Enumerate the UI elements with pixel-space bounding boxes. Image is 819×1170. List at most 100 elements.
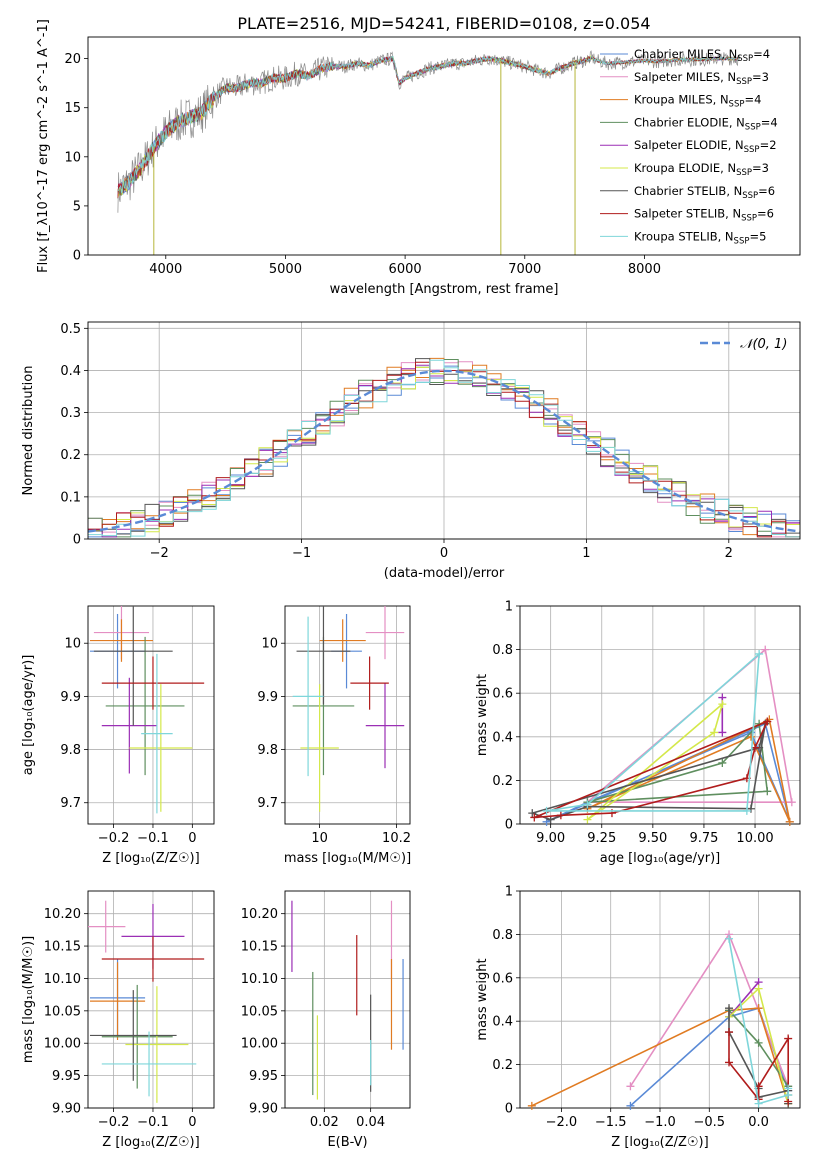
weight-marker-chabrier-elodie <box>763 787 772 796</box>
legend-tail: =4 <box>744 93 761 107</box>
legend-subscript: SSP <box>736 168 752 178</box>
y-tick-label: 10 <box>261 637 278 652</box>
x-tick-label: 0 <box>188 1115 196 1130</box>
histogram-kroupa-stelib <box>88 359 800 538</box>
x-tick-label: 9.25 <box>587 831 616 846</box>
y-tick-label: 1 <box>505 885 513 900</box>
weight-marker-chabrier-stelib <box>546 815 555 824</box>
x-tick-label: 10.00 <box>736 831 773 846</box>
x-tick-label: −0.1 <box>137 831 169 846</box>
axes-frame <box>519 890 801 1109</box>
weight-marker-salpeter-elodie <box>718 728 727 737</box>
y-tick-label: 0.1 <box>60 490 81 505</box>
weight-marker-kroupa-elodie <box>718 700 727 709</box>
errorbars <box>88 900 205 1103</box>
y-tick-label: 0.5 <box>60 322 81 337</box>
x-tick-label: 5000 <box>269 262 302 277</box>
x-tick-label: 7000 <box>508 262 541 277</box>
x-axis-label: Z [log₁₀(Z/Z☉)] <box>102 851 199 866</box>
y-tick-label: 10.15 <box>241 940 278 955</box>
weight-line-salpeter-stelib <box>728 1032 789 1102</box>
y-tick-label: 0 <box>73 533 81 548</box>
weight-marker-kroupa-stelib <box>583 800 592 809</box>
legend-tail: =3 <box>752 70 769 84</box>
y-tick-label: 15 <box>64 101 81 116</box>
y-tick-label: 0.8 <box>492 643 513 658</box>
weight-marker-salpeter-stelib <box>725 1058 734 1067</box>
weight-marker-kroupa-elodie <box>754 984 763 993</box>
y-tick-label: 5 <box>73 199 81 214</box>
x-tick-label: 2 <box>725 546 733 561</box>
legend-tail: =6 <box>758 184 775 198</box>
legend-subscript: SSP <box>741 214 757 224</box>
spectrum-legend: Chabrier MILES, NSSP=4 Salpeter MILES, NS… <box>600 47 778 246</box>
errorbars <box>291 900 404 1100</box>
weight-marker-salpeter-stelib <box>725 1028 734 1037</box>
x-tick-label: 10.2 <box>382 831 411 846</box>
axes-frame <box>284 890 411 1109</box>
legend-label: 𝒩(0, 1) <box>740 337 787 352</box>
x-tick-label: −1.0 <box>644 1115 676 1130</box>
legend-label: Chabrier STELIB, NSSP=6 <box>634 184 775 201</box>
y-tick-label: 9.9 <box>257 690 278 705</box>
weight-line-kroupa-miles <box>531 1007 789 1107</box>
histograms <box>88 357 800 538</box>
legend-tail: =3 <box>752 161 769 175</box>
axes-frame <box>87 36 801 256</box>
legend-label: Salpeter MILES, NSSP=3 <box>634 70 769 87</box>
x-tick-label: 0.04 <box>356 1115 385 1130</box>
legend-tail: =6 <box>757 207 774 221</box>
x-tick-label: 0 <box>188 831 196 846</box>
weight-marker-kroupa-elodie <box>710 728 719 737</box>
weight-marker-chabrier-elodie <box>718 758 727 767</box>
weight-marker-kroupa-stelib <box>742 806 751 815</box>
legend-subscript: SSP <box>737 54 753 64</box>
y-axis-label: age [log₁₀(age/yr)] <box>21 655 36 776</box>
y-tick-label: 0.8 <box>492 928 513 943</box>
axes-frame <box>87 321 801 540</box>
y-tick-label: 9.90 <box>52 1102 81 1117</box>
y-tick-label: 10 <box>64 150 81 165</box>
x-tick-label: −0.1 <box>137 1115 169 1130</box>
y-tick-label: 0.2 <box>60 448 81 463</box>
legend-label: Chabrier MILES, NSSP=4 <box>634 47 770 64</box>
weight-marker-kroupa-miles <box>754 1004 763 1013</box>
legend-label: Kroupa STELIB, NSSP=5 <box>634 229 766 246</box>
y-axis-label: Normed distribution <box>21 366 36 496</box>
legend-label: Chabrier ELODIE, NSSP=4 <box>634 115 778 132</box>
weight-marker-kroupa-miles <box>785 817 794 826</box>
legend-tail: =5 <box>749 229 766 243</box>
y-tick-label: 10 <box>64 637 81 652</box>
weight-marker-kroupa-elodie <box>583 815 592 824</box>
y-tick-label: 0.3 <box>60 406 81 421</box>
spectrum-line-kroupa-stelib <box>117 55 741 193</box>
x-tick-label: 10 <box>311 831 328 846</box>
y-tick-label: 10.00 <box>44 1037 81 1052</box>
x-axis-label: (data-model)/error <box>384 566 505 581</box>
age-vs-mass-panel: 10 10.2 9.7 9.8 9.9 10 mass [log₁₀(M/M☉)] <box>257 605 411 866</box>
y-tick-label: 9.7 <box>60 796 81 811</box>
weight-marker-chabrier-stelib <box>746 804 755 813</box>
x-axis-label: Z [log₁₀(Z/Z☉)] <box>611 1135 708 1150</box>
mass-vs-ebv-panel: 0.02 0.04 9.90 9.95 10.00 10.05 10.10 10.15 10.2… <box>241 890 411 1150</box>
legend-subscript: SSP <box>734 236 750 246</box>
y-tick-label: 10.15 <box>44 940 81 955</box>
x-axis-label: E(B-V) <box>327 1135 367 1150</box>
y-tick-label: 0.4 <box>492 1015 513 1030</box>
errorbars <box>292 606 405 812</box>
x-tick-label: 0.02 <box>310 1115 339 1130</box>
x-tick-label: −0.5 <box>694 1115 726 1130</box>
legend-subscript: SSP <box>736 77 752 87</box>
x-tick-label: 6000 <box>389 262 422 277</box>
legend-tail: =4 <box>753 47 770 61</box>
y-axis-label: Flux [f_λ10^-17 erg cm^-2 s^-1 A^-1] <box>36 19 51 273</box>
weight-vs-Z-panel: −2.0 −1.5 −1.0 −0.5 0.0 0 0.2 0.4 0.6 0.8 1 Z [log₁… <box>475 885 801 1150</box>
y-tick-label: 0 <box>73 249 81 264</box>
x-tick-label: −2.0 <box>546 1115 578 1130</box>
y-tick-label: 9.90 <box>249 1102 278 1117</box>
x-axis-label: age [log₁₀(age/yr)] <box>600 851 721 866</box>
y-tick-label: 1 <box>505 600 513 615</box>
weight-marker-kroupa-stelib <box>784 1084 793 1093</box>
y-tick-label: 0.4 <box>60 364 81 379</box>
